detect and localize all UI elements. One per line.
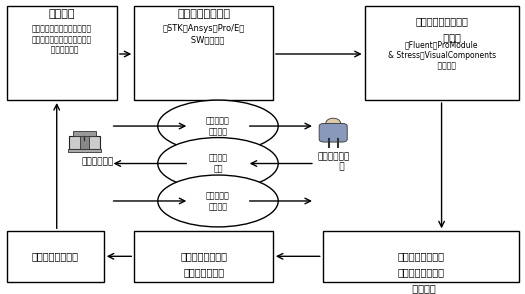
Bar [69,136,100,149]
Bar [7,6,117,100]
Text: 实体机床: 实体机床 [49,9,75,19]
Ellipse shape [158,100,278,152]
Text: 各领域专业人
      员: 各领域专业人 员 [317,152,349,172]
Text: 生模型，监控实体: 生模型，监控实体 [397,267,444,277]
Text: 信息: 信息 [213,164,223,173]
FancyBboxPatch shape [319,123,347,142]
Bar [73,131,96,136]
Bar [323,231,519,282]
Text: 建立孪生虚拟模型: 建立孪生虚拟模型 [177,9,230,19]
Bar [364,6,519,100]
Text: 的通讯: 的通讯 [423,32,461,42]
Text: 行虚拟调试价真: 行虚拟调试价真 [183,267,224,277]
Text: 运行价真，驱动孪: 运行价真，驱动孪 [397,251,444,261]
Text: （STK、Ansys、Pro/E、
   SW等软件）: （STK、Ansys、Pro/E、 SW等软件） [162,24,245,44]
Text: 令端数据: 令端数据 [208,127,227,136]
Text: 建立通讯、: 建立通讯、 [206,116,230,125]
Text: 建立孪生模型与实体: 建立孪生模型与实体 [415,16,468,26]
Text: 状态信息: 状态信息 [406,283,436,293]
Text: 同步孪生: 同步孪生 [208,153,227,163]
Bar [134,6,273,100]
Text: 实体机床设备: 实体机床设备 [81,158,114,167]
Ellipse shape [158,138,278,189]
Text: （几何模型、误差模型、热学
模型、控制模型、电气模型、
  质量模型等）: （几何模型、误差模型、热学 模型、控制模型、电气模型、 质量模型等） [32,24,92,54]
Bar [80,135,89,149]
Ellipse shape [326,118,341,128]
Text: 分析状态信息，进: 分析状态信息，进 [180,251,227,261]
Text: （Fluent、ProModule
& Stress、VisualComponents
    等软件）: （Fluent、ProModule & Stress、VisualCompone… [388,40,496,70]
Bar [7,231,104,282]
Text: 分析维护: 分析维护 [208,202,227,211]
Text: 调试维护实体机床: 调试维护实体机床 [32,251,79,261]
Text: 实时操作、: 实时操作、 [206,191,230,200]
Ellipse shape [158,175,278,227]
Bar [134,231,273,282]
Bar [68,149,101,152]
